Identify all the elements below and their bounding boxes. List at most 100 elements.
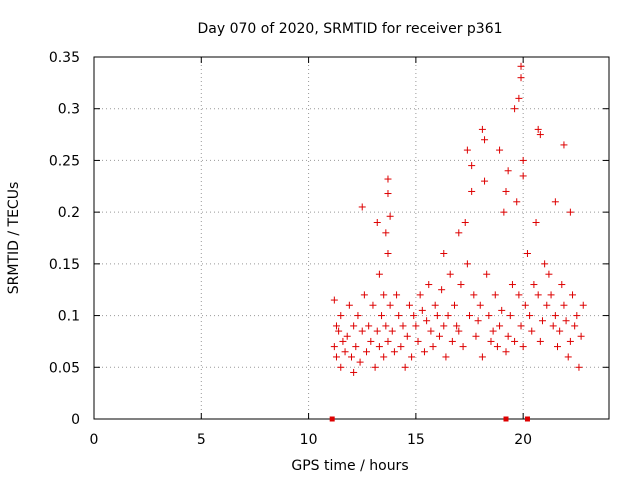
data-point <box>423 317 431 325</box>
y-tick-label: 0.25 <box>49 153 80 169</box>
data-point <box>566 208 574 216</box>
data-point <box>472 332 480 340</box>
data-point <box>575 363 583 371</box>
data-point <box>384 337 392 345</box>
data-point <box>478 125 486 133</box>
data-point <box>352 343 360 351</box>
data-point <box>386 212 394 220</box>
data-point <box>541 260 549 268</box>
data-point <box>560 301 568 309</box>
data-point <box>375 270 383 278</box>
data-point <box>556 327 564 335</box>
data-point <box>375 343 383 351</box>
data-point <box>481 177 489 185</box>
data-point <box>427 327 435 335</box>
data-point <box>341 348 349 356</box>
zero-markers <box>329 416 530 422</box>
data-point <box>500 208 508 216</box>
data-point <box>371 363 379 371</box>
data-point <box>440 250 448 258</box>
x-axis-ticks: 0 5 10 15 20 <box>90 57 532 448</box>
data-point <box>337 363 345 371</box>
data-point <box>549 322 557 330</box>
data-point <box>461 218 469 226</box>
data-point <box>463 260 471 268</box>
data-point <box>577 332 585 340</box>
data-point <box>397 343 405 351</box>
y-tick-label: 0.3 <box>58 102 80 118</box>
data-point <box>380 291 388 299</box>
data-point <box>373 327 381 335</box>
y-axis-ticks: 0 0.05 0.1 0.15 0.2 0.25 0.3 0.35 <box>49 50 609 428</box>
data-point <box>481 136 489 144</box>
data-point <box>444 312 452 320</box>
data-point <box>365 322 373 330</box>
data-point <box>468 162 476 170</box>
data-point <box>420 348 428 356</box>
data-point <box>534 291 542 299</box>
data-point <box>410 312 418 320</box>
data-point <box>579 301 587 309</box>
data-point <box>380 353 388 361</box>
data-point <box>489 327 497 335</box>
data-point <box>337 312 345 320</box>
data-point <box>470 291 478 299</box>
data-point <box>551 198 559 206</box>
data-point <box>455 327 463 335</box>
data-point <box>332 353 340 361</box>
data-point <box>517 322 525 330</box>
data-point <box>547 291 555 299</box>
data-point <box>519 343 527 351</box>
data-point <box>485 312 493 320</box>
data-point <box>545 270 553 278</box>
zero-marker <box>503 416 509 422</box>
data-point <box>345 301 353 309</box>
x-tick-label: 10 <box>300 432 318 448</box>
data-point <box>504 167 512 175</box>
data-point <box>528 327 536 335</box>
data-point <box>498 306 506 314</box>
data-point <box>335 327 343 335</box>
data-point <box>384 190 392 198</box>
data-point <box>367 337 375 345</box>
data-point <box>373 218 381 226</box>
y-tick-label: 0 <box>71 412 80 428</box>
data-point <box>493 343 501 351</box>
data-point <box>478 353 486 361</box>
x-tick-label: 15 <box>407 432 425 448</box>
data-point <box>401 363 409 371</box>
data-point <box>354 312 362 320</box>
data-point <box>330 343 338 351</box>
data-point <box>332 322 340 330</box>
data-point <box>339 337 347 345</box>
data-point <box>399 322 407 330</box>
data-point <box>440 322 448 330</box>
data-point <box>459 343 467 351</box>
data-point <box>551 312 559 320</box>
y-tick-label: 0.2 <box>58 205 80 221</box>
data-point <box>382 322 390 330</box>
data-point <box>519 156 527 164</box>
data-point <box>530 281 538 289</box>
data-point <box>569 291 577 299</box>
data-point <box>446 270 454 278</box>
data-point <box>348 353 355 361</box>
x-tick-label: 0 <box>90 432 99 448</box>
data-point <box>543 301 551 309</box>
data-point <box>504 332 512 340</box>
data-point <box>502 187 510 195</box>
data-point <box>453 322 461 330</box>
data-point <box>384 175 392 183</box>
data-point <box>350 322 358 330</box>
x-tick-label: 20 <box>514 432 532 448</box>
data-point <box>412 322 420 330</box>
data-point <box>506 312 514 320</box>
data-point <box>515 291 523 299</box>
data-point <box>425 281 433 289</box>
data-point <box>358 327 366 335</box>
data-point <box>414 337 422 345</box>
data-point <box>363 348 371 356</box>
data-point <box>418 306 426 314</box>
data-point <box>487 337 495 345</box>
